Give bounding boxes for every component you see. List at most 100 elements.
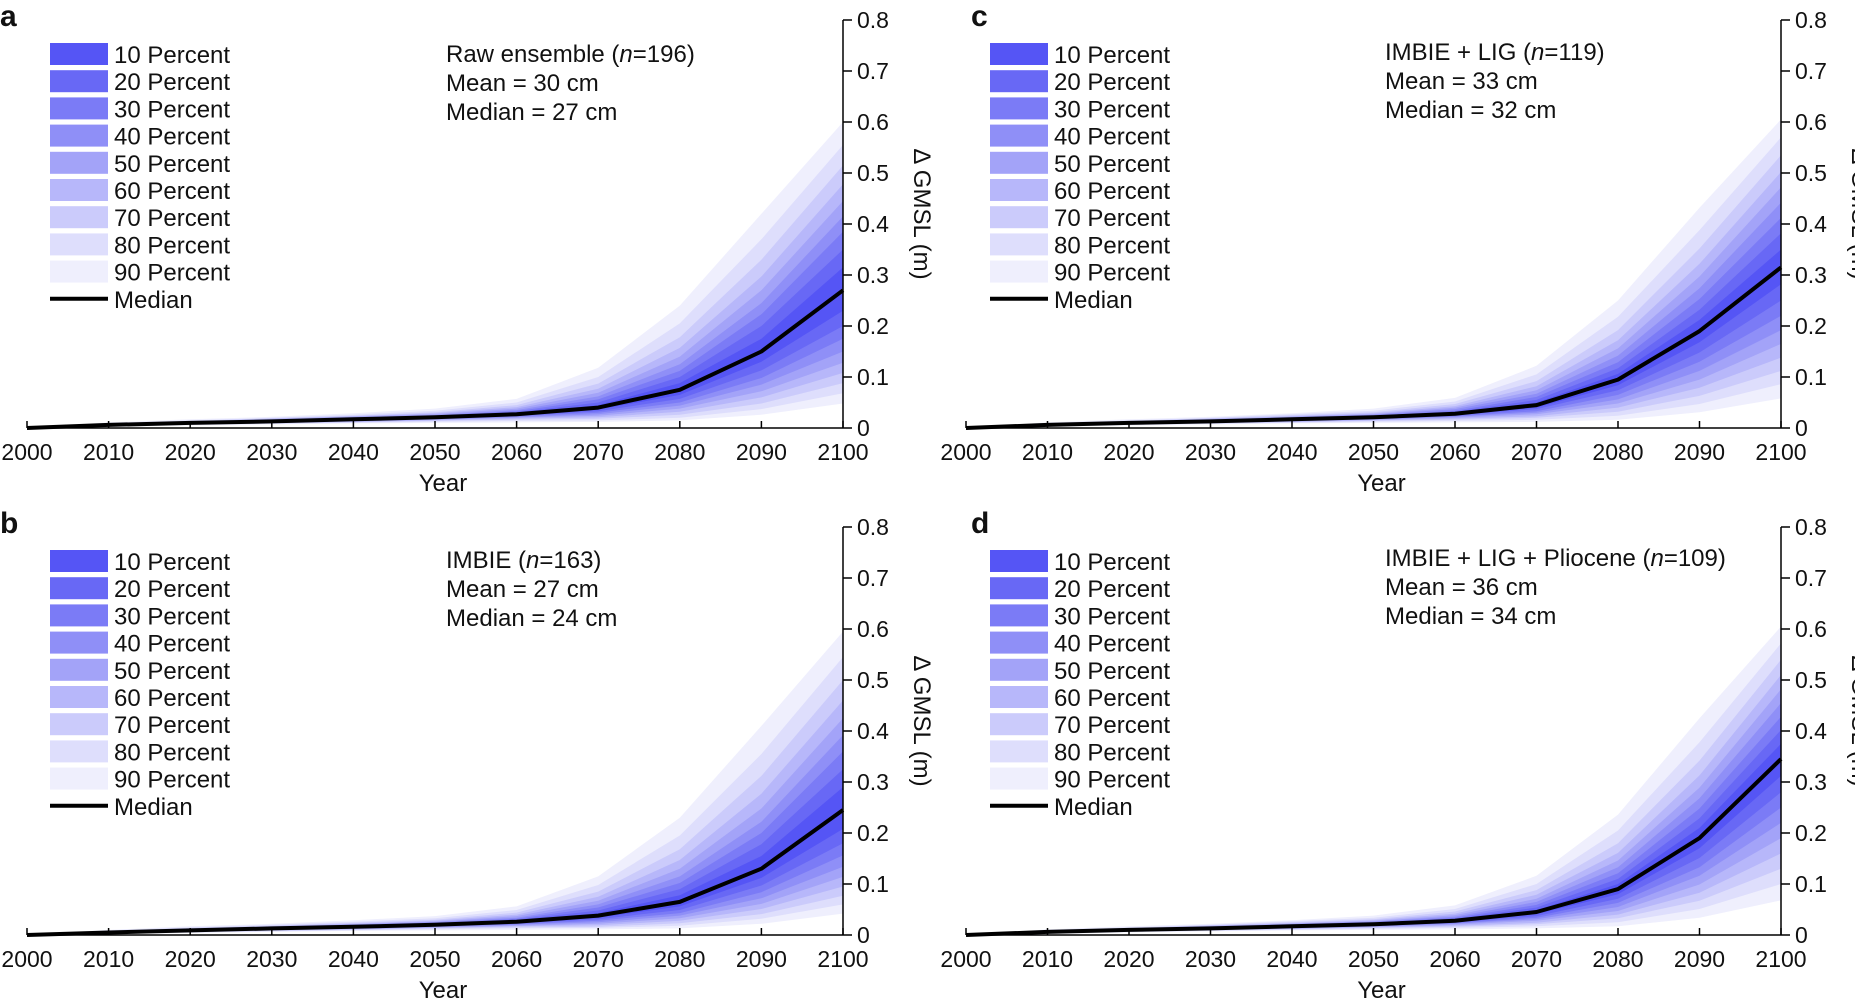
- y-tick-label: 0: [1795, 922, 1808, 948]
- legend-label: 70 Percent: [1054, 205, 1170, 232]
- median-line: [965, 265, 1783, 430]
- y-tick-label: 0.2: [1795, 313, 1827, 339]
- y-tick-label: 0.3: [857, 262, 889, 288]
- median-line: [26, 288, 845, 430]
- legend-swatch: [990, 179, 1048, 201]
- x-tick-label: 2060: [491, 439, 542, 465]
- legend-label: 30 Percent: [114, 96, 230, 123]
- y-tick-label: 0.5: [857, 667, 889, 693]
- y-tick-label: 0.7: [857, 58, 889, 84]
- x-tick-label: 2040: [328, 946, 379, 972]
- legend-label: 80 Percent: [114, 232, 230, 259]
- y-tick-label: 0.7: [1795, 565, 1827, 591]
- legend-label: 10 Percent: [114, 42, 230, 69]
- panel-letter: b: [0, 507, 18, 540]
- x-axis-title: Year: [1357, 977, 1406, 1001]
- band-60-percent: [966, 172, 1781, 428]
- legend-swatch: [50, 260, 108, 283]
- legend-swatch: [50, 97, 108, 120]
- x-tick-label: 2030: [1185, 946, 1236, 972]
- x-tick-label: 2020: [165, 946, 216, 972]
- legend-swatch: [50, 124, 108, 147]
- y-tick-label: 0.7: [1795, 58, 1827, 84]
- x-tick-label: 2060: [1429, 439, 1480, 465]
- x-tick-label: 2100: [817, 439, 868, 465]
- y-tick-label: 0.4: [1795, 211, 1827, 237]
- x-tick-label: 2080: [1592, 946, 1643, 972]
- annotation-title: IMBIE (n=163): [446, 547, 601, 574]
- panel-letter: c: [971, 0, 988, 33]
- legend-swatch: [50, 206, 108, 229]
- legend-swatch: [990, 206, 1048, 229]
- annotation-title: IMBIE + LIG + Pliocene (n=109): [1385, 545, 1726, 572]
- legend-swatch: [50, 631, 108, 654]
- legend-swatch: [50, 686, 108, 708]
- y-tick-label: 0.8: [857, 7, 889, 33]
- y-tick-label: 0.6: [857, 109, 889, 135]
- x-tick-label: 2000: [1, 946, 52, 972]
- x-tick-label: 2100: [1755, 439, 1806, 465]
- legend-swatch: [990, 550, 1048, 572]
- y-tick-label: 0.4: [857, 718, 889, 744]
- legend-label: 50 Percent: [1054, 658, 1170, 685]
- legend-label: 60 Percent: [1054, 685, 1170, 712]
- legend-label: 50 Percent: [114, 658, 230, 685]
- band-70-percent: [27, 165, 843, 428]
- x-tick-label: 2010: [83, 946, 134, 972]
- y-tick-label: 0.5: [1795, 667, 1827, 693]
- legend-label: 70 Percent: [114, 205, 230, 232]
- annotation-median: Median = 34 cm: [1385, 603, 1556, 630]
- y-tick-label: 0.3: [1795, 262, 1827, 288]
- legend-label: 40 Percent: [1054, 631, 1170, 658]
- x-tick-label: 2010: [83, 439, 134, 465]
- x-tick-label: 2030: [246, 439, 297, 465]
- y-tick-label: 0.2: [857, 820, 889, 846]
- legend-swatch: [50, 179, 108, 201]
- y-tick-label: 0.4: [1795, 718, 1827, 744]
- y-tick-label: 0.3: [1795, 769, 1827, 795]
- band-70-percent: [966, 155, 1781, 428]
- legend-swatch: [990, 740, 1048, 763]
- legend-label: 20 Percent: [1054, 576, 1170, 603]
- legend-label: 40 Percent: [1054, 124, 1170, 151]
- legend-label: 40 Percent: [114, 631, 230, 658]
- x-tick-label: 2000: [940, 439, 991, 465]
- annotation-mean: Mean = 30 cm: [446, 70, 599, 97]
- band-80-percent: [27, 657, 843, 935]
- y-tick-label: 0.8: [1795, 7, 1827, 33]
- band-70-percent: [27, 680, 843, 935]
- annotation-title: Raw ensemble (n=196): [446, 41, 695, 68]
- x-tick-label: 2010: [1022, 946, 1073, 972]
- legend-swatch: [990, 97, 1048, 120]
- y-tick-label: 0: [857, 922, 870, 948]
- band-80-percent: [27, 144, 843, 428]
- y-tick-label: 0.5: [857, 160, 889, 186]
- y-tick-label: 0.5: [1795, 160, 1827, 186]
- legend-label: 10 Percent: [114, 549, 230, 576]
- x-tick-label: 2100: [1755, 946, 1806, 972]
- band-80-percent: [966, 137, 1781, 429]
- x-tick-label: 2020: [1103, 439, 1154, 465]
- y-tick-label: 0.1: [1795, 364, 1827, 390]
- legend-label: 60 Percent: [114, 685, 230, 712]
- legend-swatch: [990, 713, 1048, 736]
- legend-swatch: [990, 686, 1048, 708]
- x-axis-title: Year: [419, 470, 468, 497]
- legend-label: Median: [114, 794, 193, 821]
- legend-swatch: [50, 550, 108, 572]
- x-tick-label: 2070: [1511, 439, 1562, 465]
- x-tick-label: 2090: [1674, 439, 1725, 465]
- x-axis-title: Year: [419, 977, 468, 1001]
- median-line: [965, 757, 1783, 937]
- y-tick-label: 0.6: [857, 616, 889, 642]
- legend-label: 10 Percent: [1054, 42, 1170, 69]
- median-line: [26, 808, 845, 937]
- x-tick-label: 2090: [1674, 946, 1725, 972]
- legend-swatch: [990, 43, 1048, 65]
- y-tick-label: 0.8: [857, 514, 889, 540]
- legend-label: 50 Percent: [114, 151, 230, 178]
- x-tick-label: 2020: [1103, 946, 1154, 972]
- legend-swatch: [990, 767, 1048, 790]
